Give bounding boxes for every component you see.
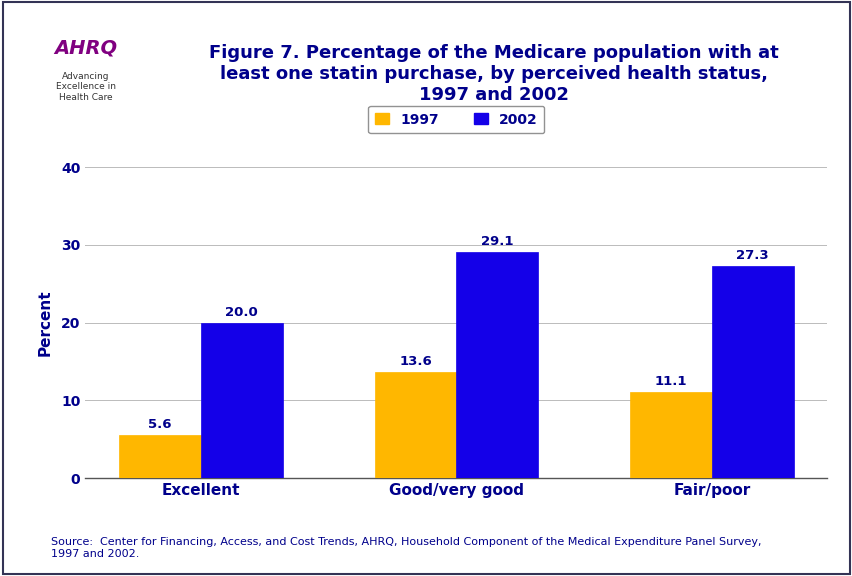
Bar	[200, 323, 282, 478]
Bar	[374, 372, 456, 478]
Text: 29.1: 29.1	[481, 235, 513, 248]
Text: 27.3: 27.3	[735, 249, 769, 262]
Text: 13.6: 13.6	[399, 355, 431, 369]
Bar	[456, 252, 538, 478]
Bar	[119, 434, 200, 478]
Text: 5.6: 5.6	[148, 418, 171, 431]
Text: Source:  Center for Financing, Access, and Cost Trends, AHRQ, Household Componen: Source: Center for Financing, Access, an…	[51, 537, 761, 559]
Text: Figure 7. Percentage of the Medicare population with at
least one statin purchas: Figure 7. Percentage of the Medicare pop…	[209, 44, 778, 104]
Text: AHRQ: AHRQ	[55, 39, 118, 57]
Text: 11.1: 11.1	[654, 375, 687, 388]
Legend: 1997, 2002: 1997, 2002	[368, 105, 544, 134]
Text: 20.0: 20.0	[225, 306, 258, 319]
Bar	[630, 392, 711, 478]
Bar	[711, 266, 792, 478]
Y-axis label: Percent: Percent	[37, 289, 53, 356]
Text: Advancing
Excellence in
Health Care: Advancing Excellence in Health Care	[56, 72, 116, 101]
